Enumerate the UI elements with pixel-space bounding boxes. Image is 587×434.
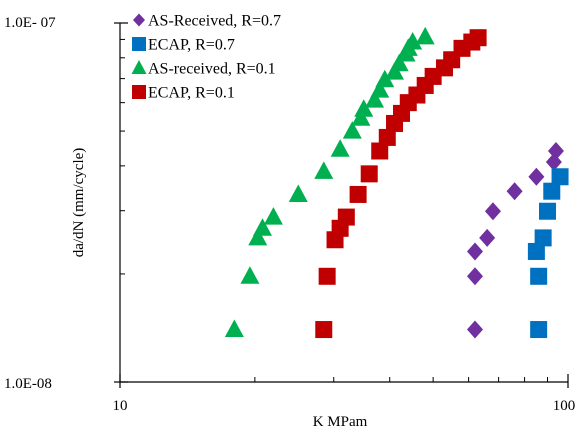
legend-swatch (132, 85, 146, 99)
data-point (375, 69, 395, 88)
data-point (337, 208, 355, 226)
y-axis-title: da/dN (mm/cycle) (71, 148, 87, 258)
legend-swatch (133, 13, 145, 27)
y-tick-label: 1.0E-08 (4, 376, 52, 392)
legend-item: AS-received, R=0.1 (131, 60, 276, 78)
legend: AS-Received, R=0.7 ECAP, R=0.7 AS-received… (131, 13, 281, 102)
data-point (315, 321, 333, 339)
data-point (354, 99, 374, 117)
data-point (466, 320, 483, 339)
x-axis-title: K MPam (313, 414, 368, 430)
data-point (466, 267, 483, 286)
y-tick-label: 1.0E- 07 (4, 15, 56, 31)
legend-label: ECAP, R=0.1 (148, 85, 235, 102)
data-point (466, 242, 483, 261)
data-point (248, 227, 268, 246)
data-point (370, 80, 390, 98)
data-point (403, 32, 423, 50)
data-point (543, 182, 561, 200)
data-point (240, 266, 260, 284)
data-point (314, 161, 334, 179)
data-point (263, 207, 283, 225)
data-point (539, 202, 557, 220)
data-point (484, 202, 501, 221)
legend-swatch (131, 60, 147, 74)
x-tick-label: 10 (113, 398, 128, 414)
legend-item: ECAP, R=0.7 (132, 37, 235, 54)
data-point (252, 218, 272, 236)
data-point (371, 142, 389, 160)
data-point (360, 165, 378, 183)
series-3 (224, 26, 435, 338)
data-point (378, 128, 396, 146)
data-point (530, 267, 548, 285)
data-point (528, 167, 545, 186)
data-point (534, 229, 552, 247)
series-2 (527, 168, 569, 339)
data-point (224, 319, 244, 338)
data-point (288, 184, 308, 202)
x-tick-label: 100 (553, 398, 576, 414)
data-point (351, 108, 371, 126)
legend-item: AS-Received, R=0.7 (133, 13, 281, 30)
data-point (389, 53, 409, 72)
plot-marks (224, 26, 569, 339)
data-point (349, 185, 367, 203)
data-point (318, 267, 336, 285)
data-point (506, 182, 523, 201)
series-4 (315, 29, 487, 339)
data-point (469, 29, 487, 47)
legend-label: AS-Received, R=0.7 (148, 13, 281, 30)
legend-label: AS-received, R=0.1 (148, 61, 276, 78)
data-point (527, 242, 545, 260)
axes: 1.0E-08 1.0E- 07 10 100 K MPam da/dN (mm/cycl… (4, 15, 575, 430)
data-point (342, 121, 362, 139)
data-point (415, 26, 435, 45)
series-1 (466, 142, 564, 339)
legend-swatch (132, 37, 146, 51)
data-point (547, 142, 564, 161)
data-point (365, 90, 385, 108)
data-point (479, 228, 496, 247)
data-point (330, 139, 350, 157)
data-point (530, 321, 548, 339)
legend-label: ECAP, R=0.7 (148, 37, 235, 54)
data-point (551, 168, 569, 186)
legend-item: ECAP, R=0.1 (132, 85, 235, 102)
